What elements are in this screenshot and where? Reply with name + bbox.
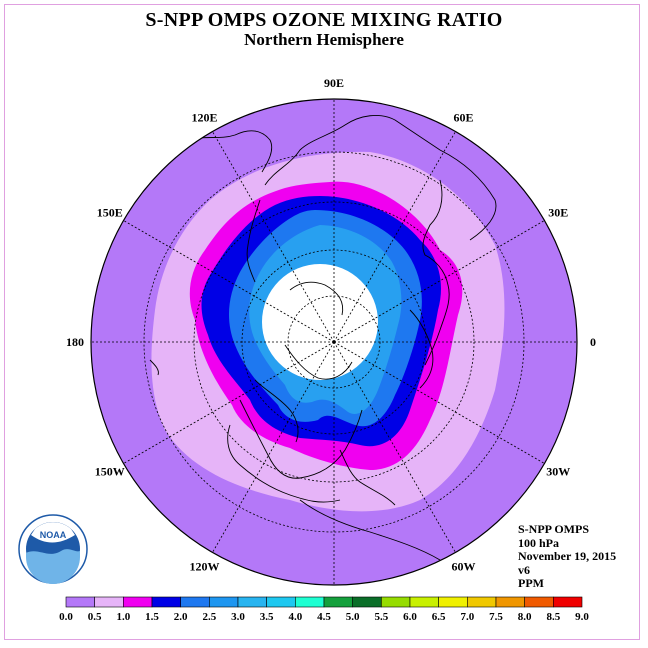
colorbar-segment <box>295 596 325 608</box>
meridian-line <box>123 341 335 464</box>
ozone-contours <box>91 99 577 585</box>
colorbar-segment <box>180 596 210 608</box>
colorbar: 0.0 0.5 1.0 1.5 2.0 2.5 3.0 3.5 4.0 4.5 5.0 5.5 6.0 6… <box>59 596 589 623</box>
longitude-label: 0 <box>590 335 596 349</box>
colorbar-tick-label: 5.0 <box>346 611 360 623</box>
longitude-label: 180 <box>66 335 84 349</box>
info-instrument: S-NPP OMPS <box>518 522 589 536</box>
colorbar-tick-label: 7.0 <box>460 611 474 623</box>
longitude-label: 120E <box>191 111 217 125</box>
map-title: S-NPP OMPS OZONE MIXING RATIO <box>145 9 503 31</box>
colorbar-tick-label: 6.0 <box>403 611 417 623</box>
colorbar-tick-label: 2.0 <box>174 611 188 623</box>
colorbar-segment <box>65 596 95 608</box>
colorbar-tick-label: 5.5 <box>374 611 388 623</box>
colorbar-segment <box>94 596 124 608</box>
colorbar-segment <box>323 596 353 608</box>
colorbar-segment <box>381 596 411 608</box>
colorbar-segment <box>123 596 153 608</box>
meridian-line <box>333 131 456 343</box>
colorbar-tick-label: 3.0 <box>231 611 245 623</box>
info-date: November 19, 2015 <box>518 549 617 563</box>
longitude-grid <box>91 99 577 585</box>
colorbar-segment <box>467 596 497 608</box>
colorbar-tick-label: 0.0 <box>59 611 73 623</box>
map-subtitle: Northern Hemisphere <box>244 30 404 49</box>
longitude-label: 90E <box>324 76 344 90</box>
meridian-line <box>123 220 335 343</box>
longitude-label: 30W <box>546 465 570 479</box>
noaa-logo-text: NOAA <box>40 530 67 540</box>
longitude-label: 60E <box>453 111 473 125</box>
info-block: S-NPP OMPS 100 hPa November 19, 2015 v6 … <box>518 522 617 591</box>
polar-no-data-cap <box>262 264 378 380</box>
colorbar-segment <box>524 596 554 608</box>
colorbar-tick-label: 1.0 <box>116 611 130 623</box>
colorbar-segment <box>237 596 267 608</box>
colorbar-segment <box>495 596 525 608</box>
longitude-label: 30E <box>548 206 568 220</box>
colorbar-tick-label: 8.0 <box>518 611 532 623</box>
colorbar-tick-label: 4.5 <box>317 611 331 623</box>
colorbar-tick-label: 0.5 <box>88 611 102 623</box>
colorbar-tick-label: 1.5 <box>145 611 159 623</box>
coastlines <box>149 114 497 561</box>
colorbar-segment <box>151 596 181 608</box>
colorbar-tick-label: 7.5 <box>489 611 503 623</box>
info-units: PPM <box>518 576 544 590</box>
colorbar-tick-label: 2.5 <box>202 611 216 623</box>
colorbar-segment <box>553 596 583 608</box>
longitude-label: 60W <box>452 559 476 573</box>
figure-frame <box>4 4 640 640</box>
meridian-line <box>333 341 545 464</box>
noaa-logo: NOAA <box>18 514 88 584</box>
colorbar-tick-label: 9.0 <box>575 611 589 623</box>
colorbar-segment <box>352 596 382 608</box>
colorbar-segment <box>266 596 296 608</box>
colorbar-tick-label: 6.5 <box>432 611 446 623</box>
meridian-line <box>212 341 335 553</box>
colorbar-tick-label: 4.0 <box>288 611 302 623</box>
meridian-line <box>333 341 456 553</box>
meridian-line <box>333 220 545 343</box>
colorbar-tick-label: 8.5 <box>546 611 560 623</box>
longitude-labels: 90E60E30E030W60W90W120W150W180150E120E <box>66 76 596 608</box>
colorbar-segment <box>409 596 439 608</box>
colorbar-segment <box>209 596 239 608</box>
longitude-label: 120W <box>190 559 220 573</box>
colorbar-tick-label: 3.5 <box>260 611 274 623</box>
info-version: v6 <box>518 562 530 577</box>
colorbar-segment <box>438 596 468 608</box>
info-level: 100 hPa <box>518 535 560 550</box>
longitude-label: 150E <box>97 206 123 220</box>
meridian-line <box>212 131 335 343</box>
longitude-label: 150W <box>95 465 125 479</box>
